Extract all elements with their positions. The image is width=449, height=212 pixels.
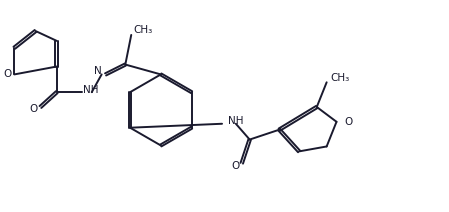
Text: O: O xyxy=(3,69,12,80)
Text: O: O xyxy=(30,104,38,114)
Text: NH: NH xyxy=(83,85,98,95)
Text: CH₃: CH₃ xyxy=(133,25,153,35)
Text: N: N xyxy=(94,66,101,77)
Text: CH₃: CH₃ xyxy=(330,73,350,83)
Text: O: O xyxy=(344,117,352,127)
Text: O: O xyxy=(232,161,240,171)
Text: NH: NH xyxy=(228,116,243,126)
